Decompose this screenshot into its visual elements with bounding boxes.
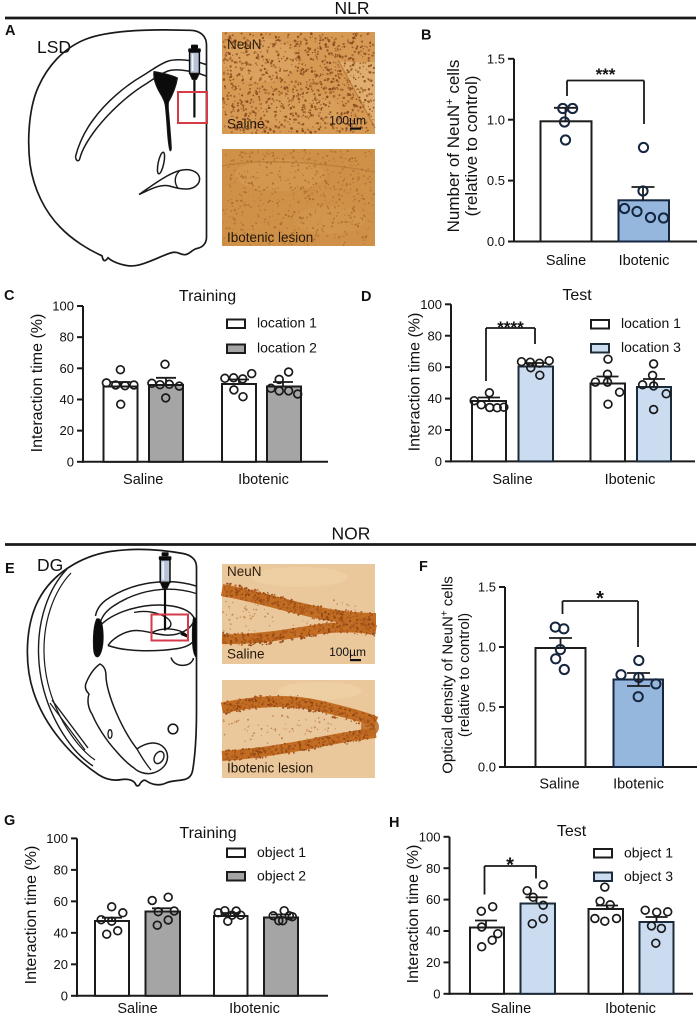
svg-text:Ibotenic: Ibotenic xyxy=(605,472,656,488)
svg-text:40: 40 xyxy=(54,925,68,940)
svg-text:0.0: 0.0 xyxy=(478,760,496,775)
svg-text:NeuN: NeuN xyxy=(227,564,262,579)
svg-text:*: * xyxy=(596,588,604,610)
svg-text:*: * xyxy=(506,855,514,877)
svg-text:A: A xyxy=(5,23,16,39)
svg-text:Saline: Saline xyxy=(227,117,265,132)
svg-text:Ibotenic: Ibotenic xyxy=(613,777,664,793)
svg-text:D: D xyxy=(361,289,371,305)
svg-text:Ibotenic: Ibotenic xyxy=(605,1001,656,1017)
svg-text:Interaction time (%): Interaction time (%) xyxy=(405,845,422,984)
svg-text:0.0: 0.0 xyxy=(487,234,505,249)
svg-text:object 1: object 1 xyxy=(624,845,673,861)
svg-text:object 3: object 3 xyxy=(624,868,673,884)
svg-text:100: 100 xyxy=(419,829,441,844)
svg-text:G: G xyxy=(4,813,15,829)
svg-text:20: 20 xyxy=(428,423,442,438)
svg-text:100: 100 xyxy=(420,297,442,312)
svg-text:0: 0 xyxy=(61,988,68,1003)
svg-text:0.5: 0.5 xyxy=(478,700,496,715)
svg-text:0: 0 xyxy=(67,454,74,469)
svg-text:NOR: NOR xyxy=(332,524,371,544)
svg-text:E: E xyxy=(5,561,15,577)
svg-text:DG: DG xyxy=(37,555,63,575)
svg-text:Ibotenic: Ibotenic xyxy=(238,472,289,488)
svg-text:1.5: 1.5 xyxy=(487,51,505,66)
svg-text:Ibotenic: Ibotenic xyxy=(229,1001,280,1017)
svg-text:Interaction time (%): Interaction time (%) xyxy=(407,313,424,452)
svg-text:object 1: object 1 xyxy=(257,844,306,860)
svg-text:Number of NeuN+ cells: Number of NeuN+ cells xyxy=(444,60,463,233)
svg-text:location 2: location 2 xyxy=(257,340,317,356)
svg-text:Test: Test xyxy=(562,287,592,304)
svg-text:NeuN: NeuN xyxy=(227,37,262,52)
svg-text:location 1: location 1 xyxy=(257,315,317,331)
svg-text:40: 40 xyxy=(428,391,442,406)
svg-text:Ibotenic lesion: Ibotenic lesion xyxy=(227,761,313,776)
svg-text:100µm: 100µm xyxy=(329,114,366,128)
svg-text:60: 60 xyxy=(428,360,442,375)
svg-text:0: 0 xyxy=(433,986,440,1001)
svg-text:LSD: LSD xyxy=(37,37,71,57)
svg-text:Saline: Saline xyxy=(123,472,163,488)
svg-text:40: 40 xyxy=(426,924,440,939)
svg-text:(relative to control): (relative to control) xyxy=(456,613,473,737)
svg-text:Interaction time (%): Interaction time (%) xyxy=(29,314,46,453)
svg-text:1.0: 1.0 xyxy=(478,640,496,655)
svg-text:80: 80 xyxy=(426,861,440,876)
svg-text:Saline: Saline xyxy=(117,1001,157,1017)
svg-text:Ibotenic: Ibotenic xyxy=(619,253,670,269)
svg-text:object 2: object 2 xyxy=(257,868,306,884)
svg-text:B: B xyxy=(421,28,431,44)
svg-text:1.5: 1.5 xyxy=(478,580,496,595)
svg-text:Interaction time (%): Interaction time (%) xyxy=(23,846,40,985)
svg-text:Saline: Saline xyxy=(227,647,265,662)
svg-text:100: 100 xyxy=(52,299,74,314)
svg-text:80: 80 xyxy=(428,328,442,343)
svg-text:0.5: 0.5 xyxy=(487,173,505,188)
svg-text:Optical density of NeuN+ cells: Optical density of NeuN+ cells xyxy=(440,576,457,774)
svg-text:location 3: location 3 xyxy=(621,339,681,355)
svg-text:Saline: Saline xyxy=(492,472,532,488)
svg-text:Ibotenic lesion: Ibotenic lesion xyxy=(227,230,313,245)
svg-text:Test: Test xyxy=(557,823,587,840)
svg-text:20: 20 xyxy=(426,955,440,970)
svg-text:Saline: Saline xyxy=(539,777,579,793)
svg-text:80: 80 xyxy=(54,862,68,877)
svg-text:0: 0 xyxy=(435,454,442,469)
svg-text:80: 80 xyxy=(60,330,74,345)
svg-text:1.0: 1.0 xyxy=(487,112,505,127)
svg-text:20: 20 xyxy=(60,423,74,438)
svg-text:(relative to control): (relative to control) xyxy=(462,76,481,217)
svg-text:20: 20 xyxy=(54,957,68,972)
svg-text:NLR: NLR xyxy=(334,0,369,18)
svg-text:location 1: location 1 xyxy=(621,315,681,331)
svg-text:100: 100 xyxy=(46,831,68,846)
svg-text:100µm: 100µm xyxy=(329,645,366,659)
svg-text:F: F xyxy=(419,559,428,575)
svg-text:40: 40 xyxy=(60,392,74,407)
svg-text:C: C xyxy=(4,288,15,304)
svg-text:60: 60 xyxy=(54,894,68,909)
svg-text:***: *** xyxy=(596,65,616,84)
svg-text:****: **** xyxy=(497,318,524,337)
svg-text:60: 60 xyxy=(426,892,440,907)
svg-text:Training: Training xyxy=(179,288,236,305)
svg-text:H: H xyxy=(389,815,399,831)
svg-text:Saline: Saline xyxy=(491,1001,531,1017)
svg-text:Training: Training xyxy=(179,825,236,842)
svg-text:Saline: Saline xyxy=(546,253,586,269)
svg-text:60: 60 xyxy=(60,361,74,376)
